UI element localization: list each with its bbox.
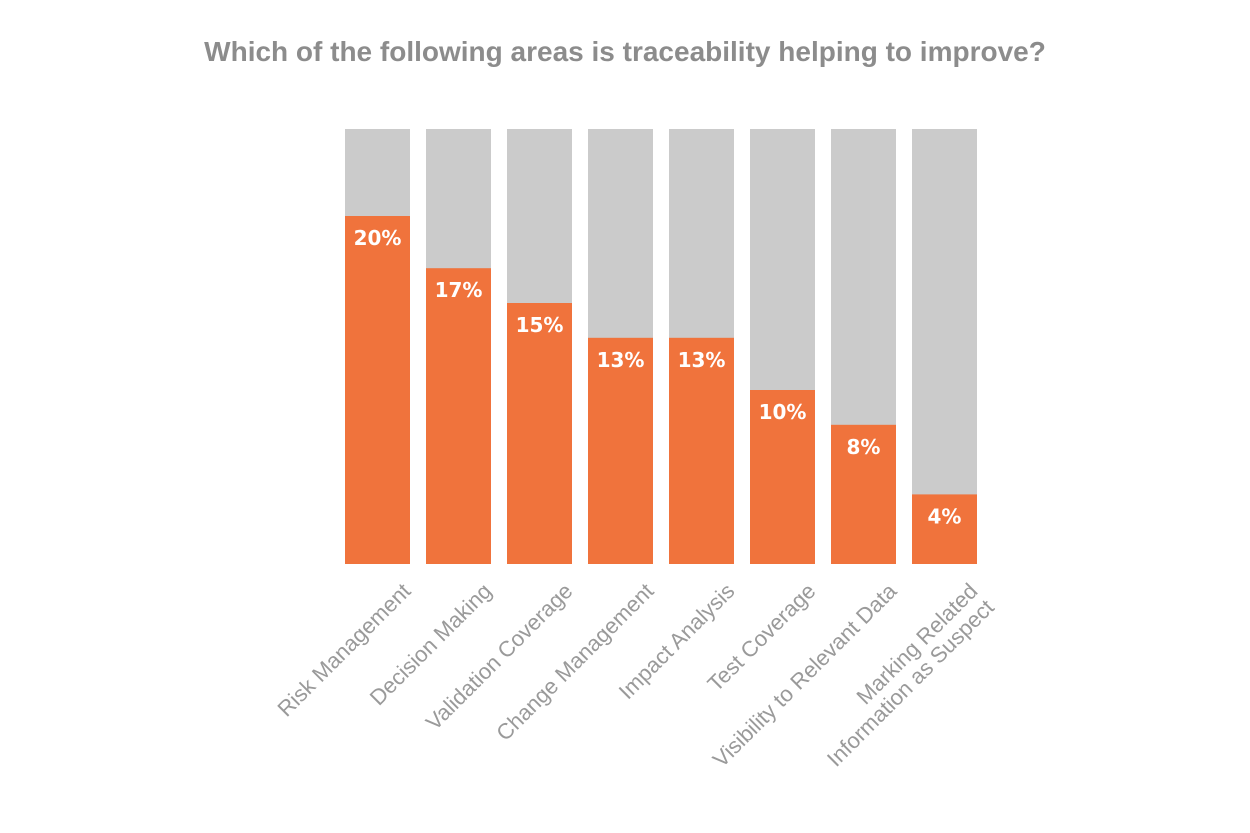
category-label-line: Validation Coverage [421, 578, 578, 735]
bar [588, 337, 653, 564]
bar-value-label: 8% [847, 435, 881, 459]
bar [669, 337, 734, 564]
bar-value-label: 13% [678, 348, 726, 372]
bar-value-label: 10% [759, 400, 807, 424]
bar-value-label: 15% [516, 313, 564, 337]
bar-background [912, 129, 977, 564]
bar-value-label: 20% [354, 226, 402, 250]
category-label-line: Change Management [491, 578, 658, 745]
bar-value-label: 4% [928, 504, 962, 528]
category-label: Change Management [491, 578, 658, 745]
category-label: Marking RelatedInformation as Suspect [806, 578, 999, 771]
bar [345, 216, 410, 564]
bar [750, 390, 815, 564]
category-label: Risk Management [272, 578, 415, 721]
bar [831, 424, 896, 564]
category-label: Validation Coverage [421, 578, 578, 735]
bar [912, 494, 977, 564]
bar [507, 303, 572, 564]
bar-group: 20% Risk Management [272, 129, 415, 721]
bar [426, 268, 491, 564]
bar-value-label: 13% [597, 348, 645, 372]
chart-title: Which of the following areas is traceabi… [204, 36, 1046, 67]
category-label-line: Risk Management [272, 578, 415, 721]
bar-value-label: 17% [435, 278, 483, 302]
